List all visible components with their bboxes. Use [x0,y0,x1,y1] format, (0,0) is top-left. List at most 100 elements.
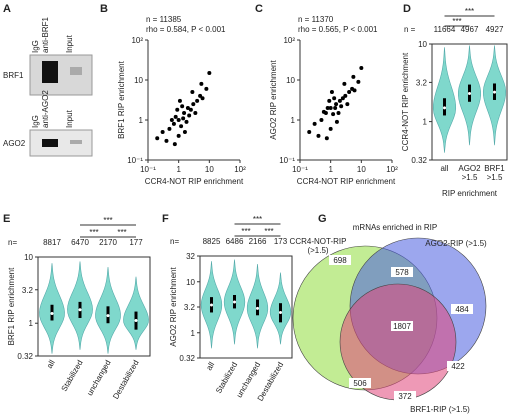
y-tick-label: 10⁻¹ [279,156,295,165]
point [169,118,174,122]
point [343,93,348,98]
frame [199,255,293,359]
lane-label: Input [65,109,74,128]
x-tick-label: Destabilized [111,359,141,401]
median [50,312,54,316]
count-box [349,378,371,388]
sig-label: *** [89,228,98,237]
n-label: n= [170,237,179,246]
n-value: 2166 [249,237,267,246]
panel-label: E [3,213,10,225]
x-tick-label: all [440,164,448,173]
point [184,119,189,124]
x-tick-label: 10² [234,165,246,174]
region-count: 1807 [393,322,411,331]
point [347,90,352,95]
panel-label: G [318,213,327,225]
y-axis-label: CCR4-NOT RIP enrichment [401,52,410,151]
point [356,79,361,84]
point [334,119,339,124]
y-tick-label: 1 [423,118,428,127]
point [324,136,329,141]
median [279,310,282,314]
point [204,86,209,91]
frame [37,256,151,357]
x-tick-label: all [45,358,57,370]
y-tick-label: 10² [131,36,143,45]
sig-label: *** [452,17,461,26]
region-count: 484 [455,305,469,314]
point [312,121,317,126]
point [345,102,350,107]
band [70,67,82,75]
n-value: 4967 [461,25,479,34]
point [336,110,341,115]
point [200,96,205,101]
point [177,98,182,103]
sig-label: *** [117,228,126,237]
venn-set-label: CCR4-NOT-RIP (>1.5) [290,237,347,255]
point [164,138,169,143]
point [319,118,324,122]
point [352,88,357,93]
median [134,318,138,322]
point [199,81,204,86]
panel-label: D [403,3,411,15]
y-tick-label: 10 [24,253,33,262]
point [176,133,181,138]
annotation: n = 11370 [298,15,334,24]
lane-label: Input [65,34,74,53]
point [321,109,326,114]
sig-label: *** [253,215,262,224]
x-axis-label: RIP enrichment [442,189,498,198]
protein-label: BRF1 [3,71,24,80]
panel-label: F [162,213,169,225]
lane-label: anti-AGO2 [41,90,50,128]
lane-label: IgG [31,115,40,128]
point [328,126,333,131]
point [334,102,339,107]
point [179,124,184,129]
point [160,130,165,135]
point [182,110,187,115]
point [316,133,321,138]
y-axis-label: AGO2 RIP enrichment [169,267,178,347]
n-value: 177 [129,238,143,247]
annotation: rho = 0.565, P < 0.001 [298,25,378,34]
point [325,105,330,110]
point [331,112,336,117]
x-tick-label: 10 [357,165,366,174]
protein-label: AGO2 [3,139,26,148]
n-value: 2170 [99,238,117,247]
y-axis-label: BRF1 RIP enrichment [7,267,16,345]
point [180,104,185,109]
x-tick-label: Stabilized [214,361,239,396]
point [333,105,338,110]
x-tick-label: 10⁻¹ [140,165,156,174]
point [191,102,196,107]
annotation: rho = 0.584, P < 0.001 [146,25,226,34]
y-tick-label: 10 [286,76,295,85]
median [233,300,236,304]
point [182,130,187,135]
venn-set-label: BRF1-RIP (>1.5) [410,405,470,414]
median [468,92,471,96]
sig-label: *** [465,7,474,16]
y-tick-label: 10² [283,36,295,45]
count-box [447,361,469,371]
n-value: 173 [274,237,288,246]
point [351,74,356,79]
point [337,98,342,103]
count-box [451,304,473,314]
y-axis-label: AGO2 RIP enrichment [269,60,278,140]
x-tick-label: 1 [328,165,333,174]
median [256,306,259,310]
sig-label: *** [103,216,112,225]
count-box [391,267,413,277]
point [176,118,181,122]
point [327,98,332,103]
count-box [394,391,416,401]
x-axis-label: CCR4-NOT RIP enrichment [145,177,244,186]
sig-label: *** [241,227,250,236]
